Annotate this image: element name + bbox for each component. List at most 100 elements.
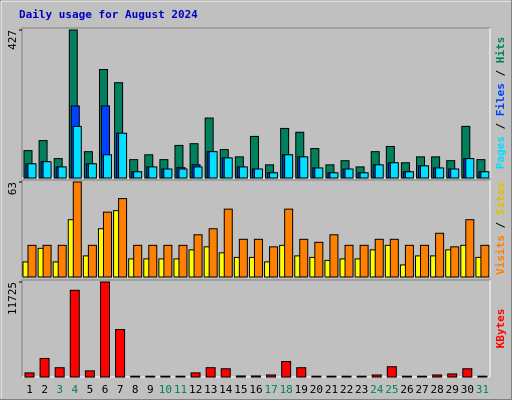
x-tick-label: 2	[41, 383, 48, 396]
bar	[480, 244, 490, 278]
bar	[208, 228, 218, 278]
bar	[420, 244, 430, 278]
bar	[39, 357, 50, 378]
bar	[253, 168, 263, 179]
x-tick-label: 6	[102, 383, 109, 396]
bar	[450, 168, 460, 179]
bar	[72, 181, 82, 278]
y-tick-label: 11725	[6, 282, 19, 315]
bar	[208, 151, 218, 179]
x-tick-label: 25	[385, 383, 398, 396]
bar	[145, 375, 156, 378]
bar	[27, 244, 37, 278]
bar	[178, 244, 188, 278]
bar	[311, 375, 322, 378]
bar	[115, 329, 126, 378]
bar	[284, 208, 294, 278]
bar	[404, 171, 414, 179]
x-tick-label: 28	[431, 383, 444, 396]
bar	[205, 367, 216, 378]
x-tick-label: 4	[72, 383, 79, 396]
bar	[435, 232, 445, 278]
bar	[371, 374, 382, 378]
x-tick-label: 5	[87, 383, 94, 396]
bar	[359, 244, 369, 278]
x-tick-label: 8	[132, 383, 139, 396]
bar	[269, 246, 279, 278]
x-tick-label: 21	[325, 383, 338, 396]
x-tick-label: 27	[415, 383, 428, 396]
bar	[163, 244, 173, 278]
legend: Pages / Files / Hits	[494, 37, 507, 170]
bar	[266, 374, 277, 378]
bar	[178, 168, 188, 179]
bar	[54, 367, 65, 378]
x-tick-label: 10	[159, 383, 172, 396]
legend-entry: KBytes	[494, 309, 507, 349]
x-tick-label: 15	[234, 383, 247, 396]
bar	[42, 161, 52, 179]
x-tick-label: 31	[476, 383, 489, 396]
bar	[235, 375, 246, 378]
bar	[462, 368, 473, 378]
bar	[163, 168, 173, 179]
bar	[329, 172, 339, 179]
legend-separator: /	[494, 116, 507, 136]
legend-entry: Sites	[494, 182, 507, 215]
x-tick-label: 23	[355, 383, 368, 396]
legend: KBytes	[494, 309, 507, 349]
x-tick-label: 29	[446, 383, 459, 396]
bar	[389, 238, 399, 278]
chart-title: Daily usage for August 2024	[19, 8, 198, 21]
legend-separator: /	[494, 63, 507, 83]
bar	[299, 238, 309, 278]
bar	[238, 166, 248, 179]
bar	[220, 368, 231, 378]
legend-entry: Hits	[494, 37, 507, 64]
bar	[314, 167, 324, 179]
bar	[130, 375, 141, 378]
legend: Visits / Sites	[494, 182, 507, 275]
bar	[148, 244, 158, 278]
bar	[57, 244, 67, 278]
bar	[193, 234, 203, 278]
y-tick-label: 63	[6, 182, 19, 195]
x-tick-label: 11	[174, 383, 187, 396]
bar	[284, 154, 294, 179]
bar	[401, 375, 412, 378]
bar	[133, 171, 143, 179]
bar	[386, 366, 397, 378]
x-tick-label: 16	[249, 383, 262, 396]
bar	[87, 163, 97, 179]
bar	[432, 374, 443, 378]
legend-entry: Files	[494, 83, 507, 116]
bar	[57, 166, 67, 179]
bar	[118, 198, 128, 278]
x-tick-label: 1	[26, 383, 33, 396]
x-tick-label: 30	[461, 383, 474, 396]
bar	[102, 211, 112, 278]
bar	[72, 125, 82, 179]
bar	[465, 158, 475, 179]
bar	[480, 171, 490, 179]
x-tick-label: 13	[204, 383, 217, 396]
bar	[420, 165, 430, 179]
bar	[87, 244, 97, 278]
x-tick-label: 14	[219, 383, 233, 396]
bar	[447, 373, 458, 378]
x-tick-label: 17	[264, 383, 277, 396]
x-tick-label: 9	[147, 383, 154, 396]
bar	[24, 372, 35, 378]
bar	[477, 375, 488, 378]
bar	[27, 163, 37, 179]
x-tick-label: 18	[280, 383, 293, 396]
bar	[344, 244, 354, 278]
x-tick-label: 7	[117, 383, 124, 396]
x-tick-label: 19	[295, 383, 308, 396]
bar	[404, 244, 414, 278]
bar	[314, 241, 324, 278]
y-tick-label: 427	[6, 30, 19, 50]
bar	[389, 162, 399, 179]
bar	[250, 375, 261, 378]
x-tick-label: 24	[370, 383, 384, 396]
